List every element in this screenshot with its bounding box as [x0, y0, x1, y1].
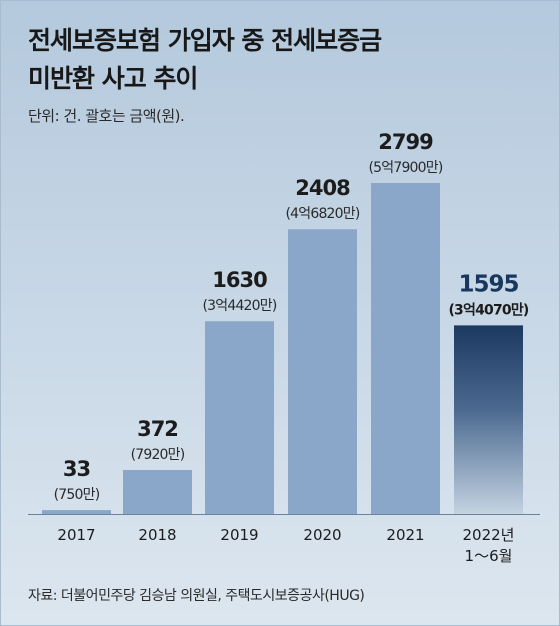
bar-2 — [205, 321, 274, 514]
labels-group: 33 (750만) 2017 372 (7920만) 2018 1630 (3억4420만) 2… — [54, 130, 530, 565]
category-label-0: 2017 — [57, 526, 95, 544]
unit-note: 단위: 건. 괄호는 금액(원). — [28, 107, 185, 125]
amount-label-2: (3억4420만) — [202, 298, 276, 314]
amount-label-4: (5억7900만) — [368, 160, 442, 176]
amount-label-3: (4억6820만) — [285, 206, 359, 222]
value-label-2: 1630 — [212, 268, 267, 292]
category-label-5-0: 2022년 — [463, 526, 515, 544]
value-label-4: 2799 — [378, 130, 433, 154]
value-label-0: 33 — [63, 457, 90, 481]
category-label-3: 2020 — [303, 526, 341, 544]
bar-3 — [288, 229, 357, 515]
category-label-1: 2018 — [138, 526, 176, 544]
category-label-4: 2021 — [386, 526, 424, 544]
chart-title: 전세보증보험 가입자 중 전세보증금 미반환 사고 추이 — [28, 22, 548, 98]
value-label-3: 2408 — [295, 176, 350, 200]
source-note: 자료: 더불어민주당 김승남 의원실, 주택도시보증공사(HUG) — [28, 588, 365, 604]
category-label-2: 2019 — [220, 526, 258, 544]
value-label-1: 372 — [137, 417, 178, 441]
bar-5 — [454, 325, 523, 514]
category-label-5-1: 1～6월 — [465, 547, 513, 565]
bars-group — [42, 183, 523, 515]
bar-0 — [42, 510, 111, 514]
chart-title-line-1: 전세보증보험 가입자 중 전세보증금 — [28, 26, 382, 55]
amount-label-0: (750만) — [54, 487, 100, 503]
amount-label-1: (7920만) — [131, 447, 185, 463]
bar-4 — [371, 183, 440, 514]
amount-label-5: (3억4070만) — [448, 302, 528, 318]
chart-title-line-2: 미반환 사고 추이 — [28, 64, 198, 93]
bar-1 — [123, 470, 192, 514]
value-label-5: 1595 — [458, 271, 518, 297]
